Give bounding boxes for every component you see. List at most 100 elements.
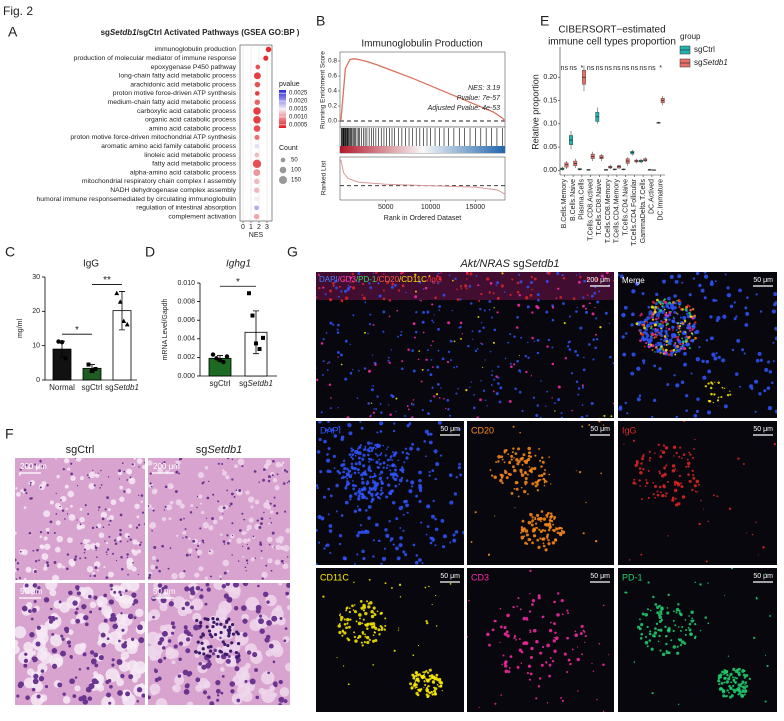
signal: [561, 527, 563, 530]
lymphocyte: [210, 635, 214, 639]
vacuole: [79, 516, 85, 523]
nucleus: [104, 508, 107, 511]
signal: [434, 517, 437, 521]
signal: [518, 369, 521, 372]
nucleus: [249, 678, 256, 685]
vacuole: [242, 538, 248, 544]
signal: [665, 635, 668, 638]
nucleus: [40, 669, 45, 673]
signal: [688, 451, 691, 454]
signal: [367, 602, 370, 605]
signal: [662, 347, 664, 350]
image-background: [316, 568, 464, 712]
signal: [663, 298, 666, 301]
signal: [320, 411, 323, 414]
signal: [377, 628, 381, 632]
signal: [531, 288, 533, 291]
signal: [656, 349, 660, 354]
lymphocyte: [223, 625, 227, 629]
fluorescence-image: [618, 272, 777, 418]
signal: [418, 485, 423, 490]
nucleus: [60, 499, 62, 501]
signal: [698, 346, 701, 349]
nucleus: [158, 569, 161, 573]
signal: [525, 296, 529, 300]
signal: [580, 415, 584, 418]
signal: [639, 322, 641, 325]
signal: [672, 301, 675, 304]
signal: [368, 578, 371, 581]
signal: [423, 673, 425, 676]
nucleus: [84, 556, 87, 559]
signal: [561, 699, 564, 702]
nucleus: [37, 586, 41, 590]
vacuole: [265, 649, 273, 657]
signal: [654, 335, 658, 339]
signal: [486, 632, 490, 637]
signal: [449, 339, 453, 343]
vacuole: [39, 535, 43, 539]
signal: [547, 272, 551, 275]
vacuole: [179, 503, 185, 509]
signal: [653, 310, 657, 314]
signal: [372, 634, 375, 637]
vacuole: [176, 460, 181, 465]
lymphocyte: [211, 625, 215, 629]
nucleus: [64, 518, 66, 520]
signal: [721, 670, 725, 674]
category-label: immunoglobulin production: [155, 46, 236, 53]
signal: [361, 622, 364, 625]
signal: [425, 686, 428, 689]
scale-bar-label: 50 μm: [753, 426, 773, 433]
signal: [452, 538, 457, 543]
signal: [345, 609, 348, 612]
nucleus: [98, 607, 102, 611]
signal: [666, 303, 669, 306]
nucleus: [23, 658, 29, 664]
vacuole: [182, 530, 187, 535]
signal: [401, 272, 405, 274]
vacuole: [274, 559, 281, 566]
panel-letter: E: [540, 13, 549, 29]
signal: [340, 615, 344, 620]
signal: [734, 372, 739, 376]
signal: [428, 674, 432, 678]
signal: [590, 294, 594, 298]
chart-title-part: /sgCtrl Activated Pathways (GSEA GO:BP ): [137, 28, 300, 37]
signal: [651, 344, 655, 348]
vacuole: [150, 564, 156, 570]
signal: [479, 308, 482, 311]
scale-bar-label: 50 μm: [590, 573, 610, 580]
signal: [660, 327, 663, 330]
signal: [712, 298, 716, 302]
signal: [362, 618, 365, 621]
signal: [648, 639, 652, 642]
nucleus: [230, 492, 234, 496]
signal: [675, 383, 680, 388]
signal: [561, 613, 564, 616]
signal: [334, 279, 337, 283]
signal: [582, 532, 585, 535]
signal: [396, 556, 401, 561]
nucleus: [81, 604, 87, 610]
vacuole: [69, 504, 73, 508]
signal: [363, 367, 367, 370]
signal: [687, 327, 689, 329]
signal: [743, 669, 746, 672]
signal: [652, 493, 655, 496]
signal: [670, 639, 673, 642]
signal: [537, 594, 541, 598]
signal: [426, 368, 430, 372]
signal: [349, 498, 352, 501]
signal: [453, 340, 456, 343]
nucleus: [25, 464, 28, 467]
nucleus: [163, 585, 168, 589]
nucleus: [66, 553, 70, 556]
signal: [700, 288, 705, 293]
nucleus: [39, 459, 42, 462]
signal: [528, 452, 530, 455]
signal: [369, 469, 373, 473]
vacuole: [271, 644, 284, 658]
signal: [768, 370, 773, 374]
signal: [557, 385, 561, 389]
